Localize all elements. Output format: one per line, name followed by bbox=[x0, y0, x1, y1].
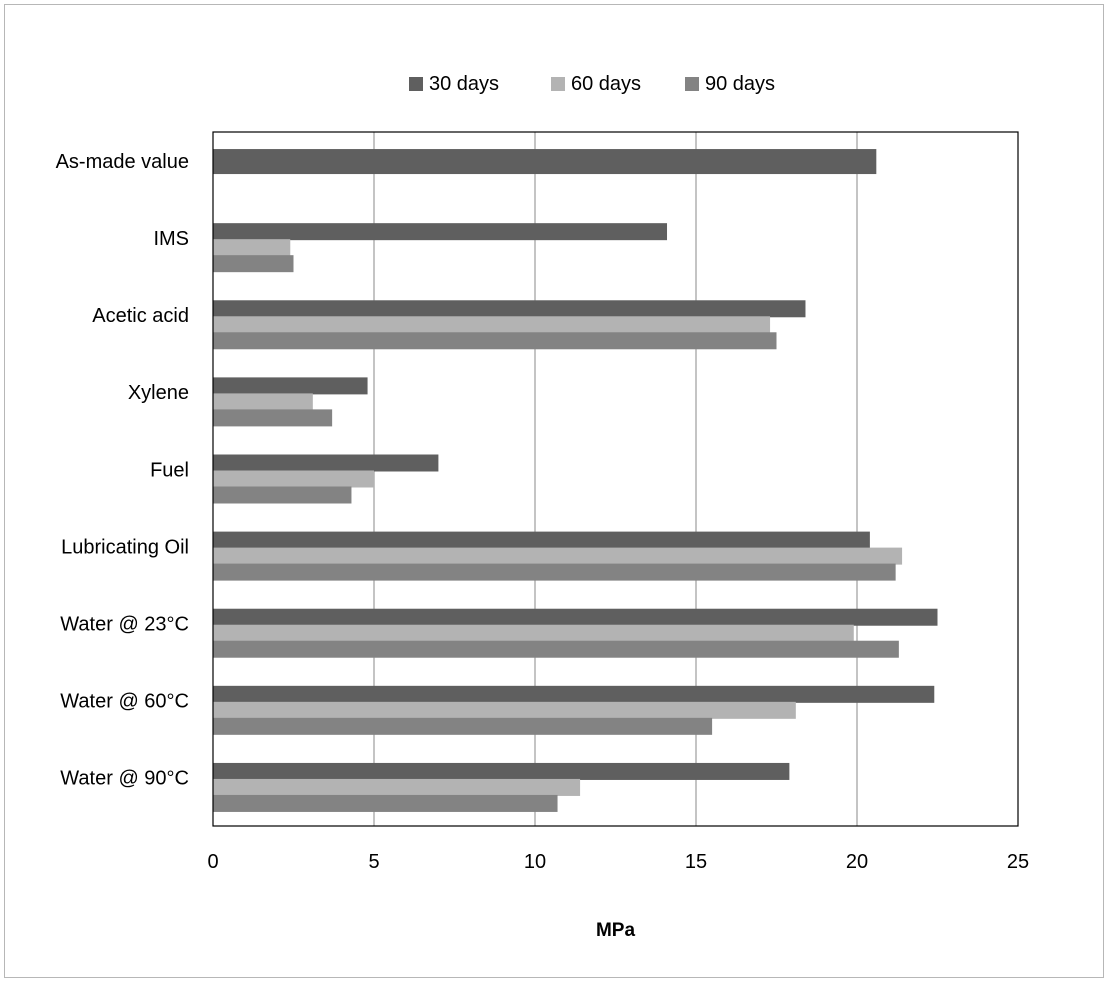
bar-60-days-5 bbox=[213, 547, 903, 565]
bar-30-days-5 bbox=[213, 531, 870, 549]
bar-60-days-1 bbox=[213, 239, 291, 257]
x-tick-label: 0 bbox=[207, 851, 218, 873]
legend: 30 days 60 days 90 days bbox=[409, 73, 775, 95]
bar-90-days-5 bbox=[213, 563, 896, 581]
legend-swatch-90-days bbox=[685, 77, 699, 91]
bar-90-days-4 bbox=[213, 486, 352, 504]
bar-30-days-4 bbox=[213, 454, 439, 472]
plot-area-border bbox=[212, 131, 1019, 827]
bar-60-days-2 bbox=[213, 316, 771, 334]
x-tick-label: 10 bbox=[524, 851, 546, 873]
x-tick-label: 15 bbox=[685, 851, 707, 873]
bar-60-days-6 bbox=[213, 624, 854, 642]
bar-60-days-3 bbox=[213, 393, 313, 411]
x-axis-title: MPa bbox=[596, 920, 636, 941]
bar-30-days-6 bbox=[213, 608, 938, 626]
legend-swatch-60-days bbox=[551, 77, 565, 91]
legend-swatch-30-days bbox=[409, 77, 423, 91]
bar-90-days-8 bbox=[213, 794, 558, 812]
category-labels: As-made value IMS Acetic acid Xylene Fuel Lub… bbox=[56, 151, 189, 790]
category-label: IMS bbox=[153, 228, 189, 250]
bar-90-days-1 bbox=[213, 255, 294, 273]
bar-30-days-8 bbox=[213, 762, 790, 780]
bar-30-days-1 bbox=[213, 223, 668, 241]
bar-chart: 0 5 10 15 20 25 As-made value IMS Acetic acid Xy… bbox=[56, 73, 1030, 941]
bar-30-days-0 bbox=[213, 149, 877, 175]
x-tick-label: 5 bbox=[368, 851, 379, 873]
bar-90-days-6 bbox=[213, 640, 899, 658]
bar-30-days-7 bbox=[213, 685, 935, 703]
legend-label: 30 days bbox=[429, 73, 499, 95]
bar-90-days-7 bbox=[213, 717, 713, 735]
chart-frame: 0 5 10 15 20 25 As-made value IMS Acetic acid Xy… bbox=[4, 4, 1104, 978]
category-label: Water @ 90°C bbox=[60, 768, 189, 790]
bar-30-days-2 bbox=[213, 300, 806, 318]
category-label: Fuel bbox=[150, 459, 189, 481]
legend-label: 60 days bbox=[571, 73, 641, 95]
x-axis-ticks: 0 5 10 15 20 25 bbox=[207, 851, 1029, 873]
category-label: As-made value bbox=[56, 151, 189, 173]
x-tick-label: 20 bbox=[846, 851, 868, 873]
category-label: Water @ 23°C bbox=[60, 614, 189, 636]
category-label: Lubricating Oil bbox=[61, 536, 189, 558]
bars bbox=[213, 149, 938, 812]
bar-90-days-3 bbox=[213, 409, 333, 427]
category-label: Xylene bbox=[128, 382, 189, 404]
legend-label: 90 days bbox=[705, 73, 775, 95]
x-tick-label: 25 bbox=[1007, 851, 1029, 873]
bar-60-days-4 bbox=[213, 470, 374, 488]
category-label: Acetic acid bbox=[92, 305, 189, 327]
bar-60-days-8 bbox=[213, 778, 581, 796]
bar-90-days-2 bbox=[213, 332, 777, 350]
bar-60-days-7 bbox=[213, 701, 796, 719]
bar-30-days-3 bbox=[213, 377, 368, 395]
category-label: Water @ 60°C bbox=[60, 691, 189, 713]
